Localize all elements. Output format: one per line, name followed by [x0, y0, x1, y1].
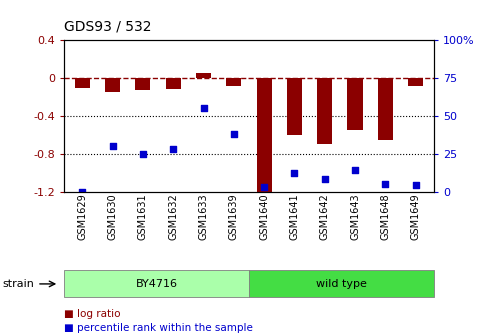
Text: wild type: wild type [316, 279, 367, 289]
Bar [317, 78, 332, 144]
Point [260, 184, 268, 190]
Text: ■ log ratio: ■ log ratio [64, 309, 121, 319]
Point [200, 106, 208, 111]
Point [230, 131, 238, 137]
Bar [256, 78, 272, 192]
Bar [408, 78, 423, 86]
Bar [196, 73, 211, 78]
Bar [75, 78, 90, 88]
Bar [135, 78, 150, 90]
Text: strain: strain [2, 279, 35, 289]
Text: BY4716: BY4716 [136, 279, 177, 289]
Point [139, 151, 147, 156]
Point [351, 168, 359, 173]
Point [108, 143, 116, 149]
Bar [166, 78, 181, 88]
Bar [226, 78, 242, 86]
Bar [105, 78, 120, 92]
Bar [287, 78, 302, 135]
Point [412, 183, 420, 188]
Text: GDS93 / 532: GDS93 / 532 [64, 19, 151, 34]
Point [382, 181, 389, 187]
Point [321, 177, 329, 182]
Point [169, 146, 177, 152]
Point [290, 171, 298, 176]
Bar [378, 78, 393, 139]
Bar [348, 78, 363, 130]
Text: ■ percentile rank within the sample: ■ percentile rank within the sample [64, 323, 253, 333]
Point [78, 189, 86, 194]
